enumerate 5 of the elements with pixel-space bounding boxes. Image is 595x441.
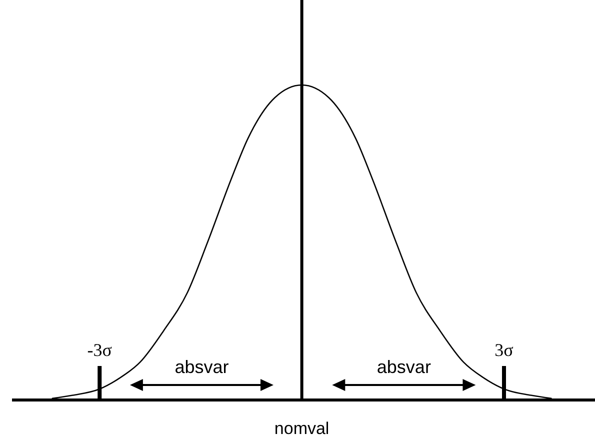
annotation: absvar — [174, 357, 229, 377]
ref-line-label: nomval — [274, 419, 330, 438]
x-tick-label: -3σ — [87, 340, 112, 360]
x-tick-label: 3σ — [494, 340, 514, 360]
annotation: absvar — [376, 357, 431, 377]
